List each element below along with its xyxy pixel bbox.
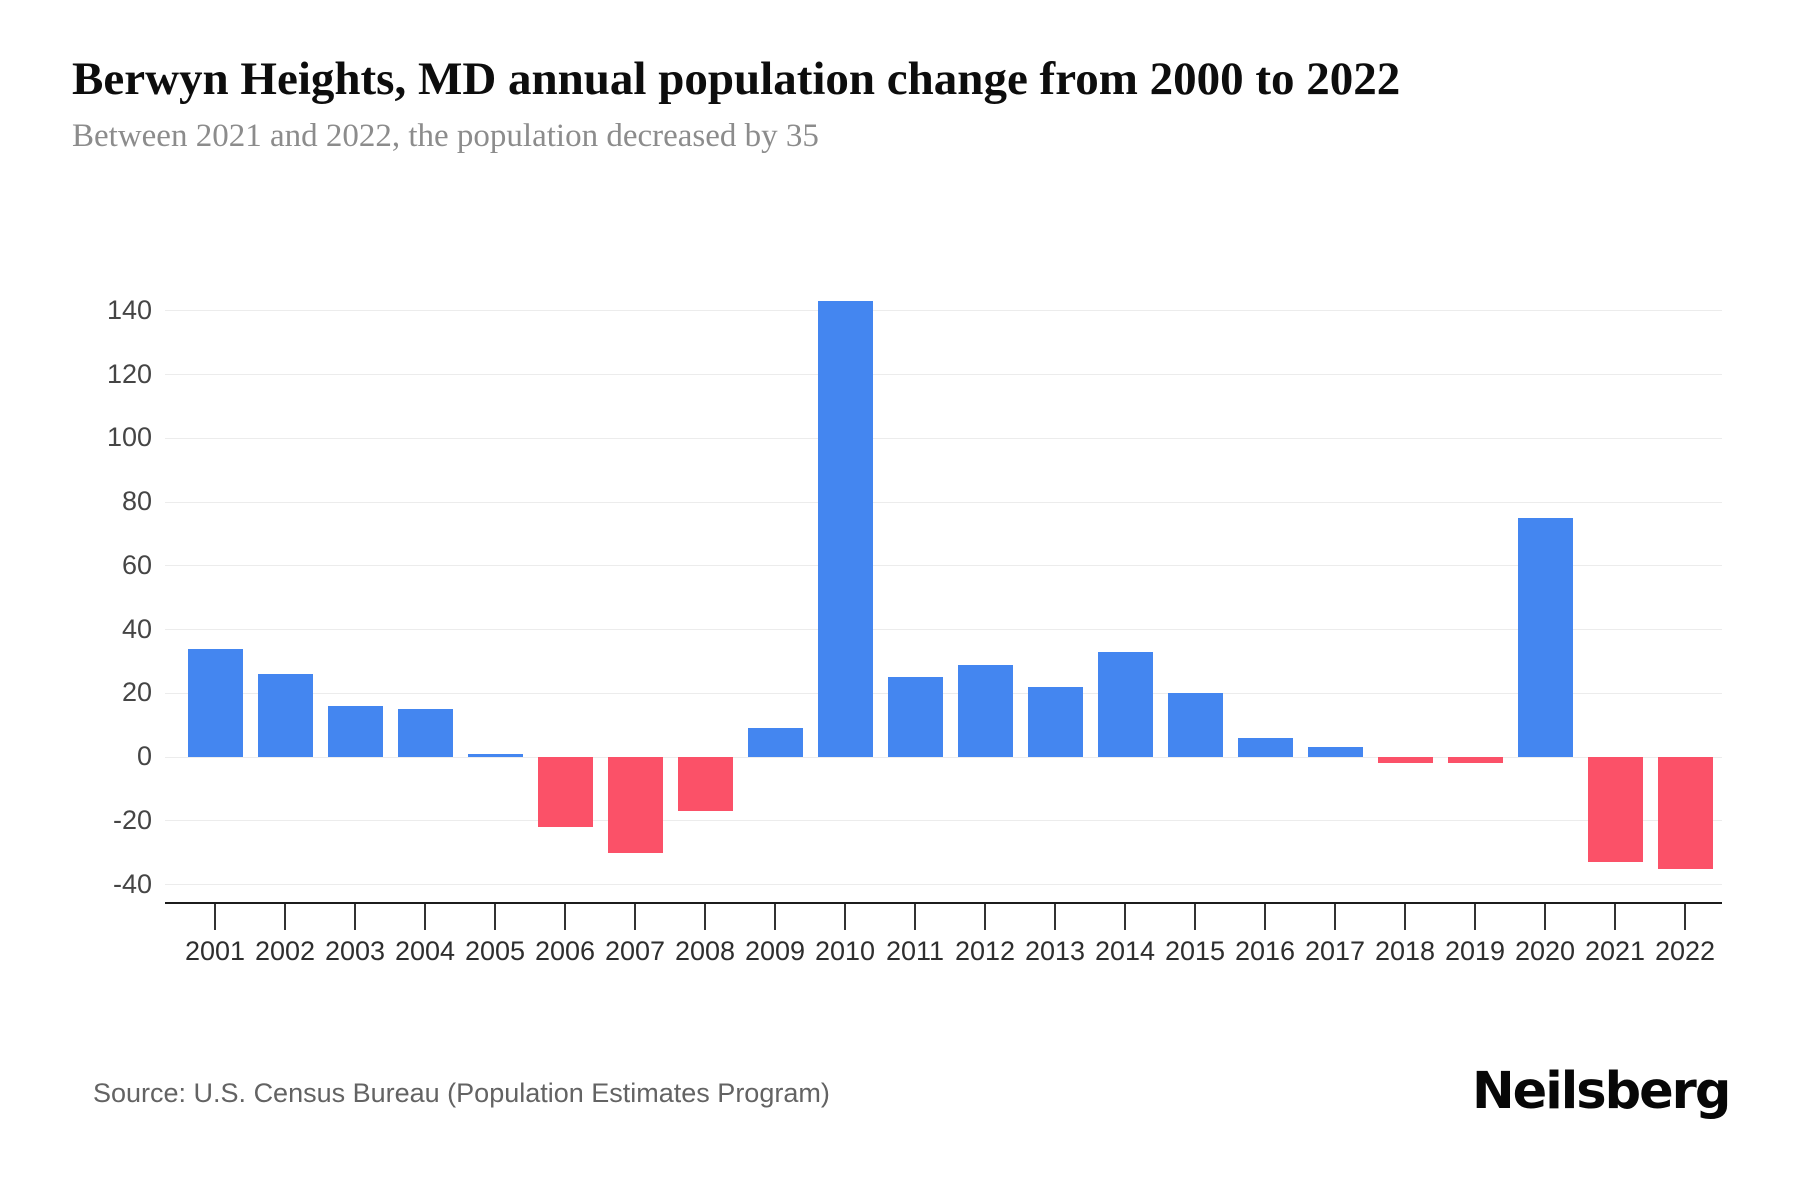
bar-2017[interactable]: [1307, 747, 1363, 757]
bar-2019[interactable]: [1447, 757, 1503, 764]
bar-2014[interactable]: [1097, 651, 1153, 757]
bar-2008[interactable]: [677, 757, 733, 812]
x-tick-2012: [984, 904, 986, 930]
x-axis-label-2003: 2003: [324, 936, 386, 966]
x-tick-2014: [1124, 904, 1126, 930]
x-axis-label-2011: 2011: [885, 936, 945, 966]
x-tick-2010: [844, 904, 846, 930]
gridline-140: [165, 310, 1722, 312]
x-axis-label-2021: 2021: [1584, 936, 1646, 966]
x-axis-label-2007: 2007: [604, 936, 666, 966]
y-axis-label-120: 120: [106, 358, 152, 389]
bar-2002[interactable]: [257, 674, 313, 757]
x-axis-label-2020: 2020: [1514, 936, 1576, 966]
x-axis-label-2004: 2004: [394, 936, 456, 966]
y-axis-label-80: 80: [121, 486, 152, 516]
gridline-0: [165, 756, 1722, 758]
bar-2007[interactable]: [607, 757, 663, 853]
x-axis-label-2009: 2009: [744, 936, 806, 966]
x-axis-label-2006: 2006: [534, 936, 596, 966]
x-axis-label-2016: 2016: [1234, 936, 1296, 966]
x-axis-label-2008: 2008: [674, 936, 736, 966]
x-tick-2001: [214, 904, 216, 930]
bar-2010[interactable]: [817, 301, 873, 757]
gridline--20: [165, 820, 1722, 822]
x-tick-2011: [914, 904, 916, 930]
bar-2004[interactable]: [397, 709, 453, 757]
y-axis-label-100: 100: [106, 422, 152, 453]
x-tick-2020: [1544, 904, 1546, 930]
x-tick-2018: [1404, 904, 1406, 930]
bar-2022[interactable]: [1657, 757, 1713, 869]
x-tick-2016: [1264, 904, 1266, 930]
x-axis-label-2012: 2012: [954, 936, 1016, 966]
gridline-20: [165, 692, 1722, 694]
y-axis-label--20: -20: [112, 804, 152, 835]
x-axis-label-2001: 2001: [184, 936, 246, 966]
gridline-80: [165, 501, 1722, 503]
y-axis-label-40: 40: [121, 613, 152, 644]
y-axis-label-140: 140: [106, 294, 152, 325]
gridline-60: [165, 565, 1722, 567]
x-tick-2017: [1334, 904, 1336, 930]
y-axis-label-0: 0: [136, 741, 152, 771]
x-axis-label-2022: 2022: [1654, 936, 1716, 966]
x-tick-2004: [424, 904, 426, 930]
bar-2018[interactable]: [1377, 757, 1433, 764]
bar-2016[interactable]: [1237, 737, 1293, 757]
gridline-40: [165, 629, 1722, 630]
y-axis-label-60: 60: [121, 549, 152, 580]
x-tick-2005: [494, 904, 496, 930]
bar-2013[interactable]: [1027, 686, 1083, 757]
brand-logo: Neilsberg: [1472, 1062, 1731, 1121]
x-tick-2008: [704, 904, 706, 930]
x-tick-2006: [564, 904, 566, 930]
x-tick-2009: [774, 904, 776, 930]
chart-subtitle: Between 2021 and 2022, the population de…: [72, 118, 819, 154]
x-tick-2013: [1054, 904, 1056, 930]
bar-2015[interactable]: [1167, 693, 1223, 757]
x-axis-label-2013: 2013: [1024, 936, 1086, 966]
x-axis-label-2019: 2019: [1444, 936, 1506, 966]
x-tick-2003: [354, 904, 356, 930]
gridline-120: [165, 374, 1722, 375]
x-axis-label-2015: 2015: [1164, 936, 1226, 966]
bar-2011[interactable]: [887, 677, 943, 757]
bar-2009[interactable]: [747, 728, 803, 757]
bar-2012[interactable]: [957, 664, 1013, 757]
x-tick-2007: [634, 904, 636, 930]
x-tick-2021: [1614, 904, 1616, 930]
bar-2003[interactable]: [327, 706, 383, 757]
bar-2001[interactable]: [187, 648, 243, 757]
bar-2005[interactable]: [467, 753, 523, 757]
gridline-100: [165, 437, 1722, 439]
x-axis-label-2002: 2002: [254, 936, 316, 966]
x-tick-2002: [284, 904, 286, 930]
x-axis-line: [165, 902, 1722, 904]
bar-2021[interactable]: [1587, 757, 1643, 863]
x-axis-label-2010: 2010: [814, 936, 876, 966]
x-axis-label-2014: 2014: [1094, 936, 1156, 966]
gridline--40: [165, 884, 1722, 885]
chart-title: Berwyn Heights, MD annual population cha…: [72, 53, 1401, 105]
x-tick-2022: [1684, 904, 1686, 930]
x-tick-2019: [1474, 904, 1476, 930]
y-axis-label-20: 20: [121, 677, 152, 708]
x-tick-2015: [1194, 904, 1196, 930]
bar-2006[interactable]: [537, 757, 593, 828]
x-axis-label-2017: 2017: [1304, 936, 1366, 966]
y-axis-label--40: -40: [112, 868, 152, 899]
bar-2020[interactable]: [1517, 517, 1573, 757]
source-text: Source: U.S. Census Bureau (Population E…: [93, 1078, 830, 1108]
x-axis-label-2005: 2005: [464, 936, 526, 966]
x-axis-label-2018: 2018: [1374, 936, 1436, 966]
